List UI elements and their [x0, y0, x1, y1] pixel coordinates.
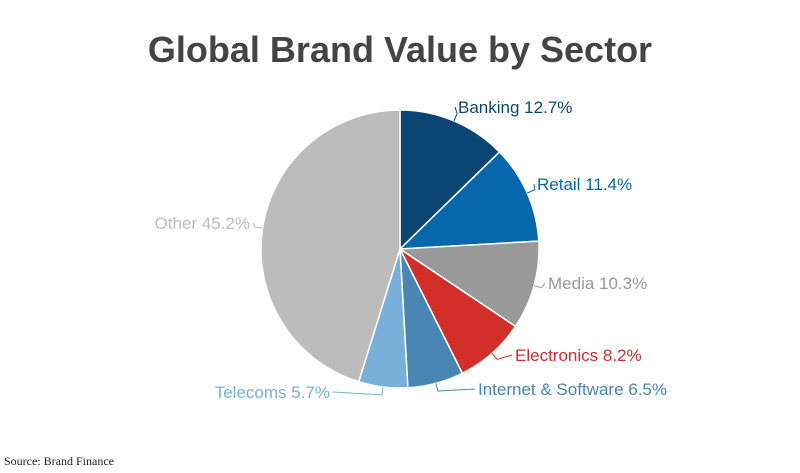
- slice-label-retail: Retail 11.4%: [537, 175, 632, 194]
- source-note: Source: Brand Finance: [4, 454, 114, 468]
- chart-title: Global Brand Value by Sector: [148, 29, 652, 70]
- slice-label-other: Other 45.2%: [155, 214, 250, 233]
- slice-label-internet-software: Internet & Software 6.5%: [478, 380, 667, 399]
- leader-line-electronics: [491, 352, 513, 360]
- slice-label-electronics: Electronics 8.2%: [515, 346, 642, 365]
- leader-line-other: [252, 222, 263, 229]
- leader-line-media: [533, 282, 546, 289]
- leader-lines: [252, 106, 546, 396]
- leader-line-retail: [526, 183, 536, 194]
- slice-retail: [398, 150, 540, 250]
- slice-label-telecoms: Telecoms 5.7%: [215, 383, 330, 402]
- slice-label-media: Media 10.3%: [548, 274, 647, 293]
- leader-line-telecoms: [332, 386, 384, 396]
- slice-label-banking: Banking 12.7%: [458, 98, 572, 117]
- leader-line-internet-software: [435, 383, 476, 392]
- slice-media: [397, 240, 540, 328]
- slices: [260, 109, 540, 389]
- leader-line-banking: [453, 106, 458, 122]
- slice-other: [260, 109, 401, 383]
- slice-banking: [399, 109, 501, 251]
- slice-labels: Banking 12.7% Retail 11.4% Media 10.3% Elec…: [155, 98, 667, 402]
